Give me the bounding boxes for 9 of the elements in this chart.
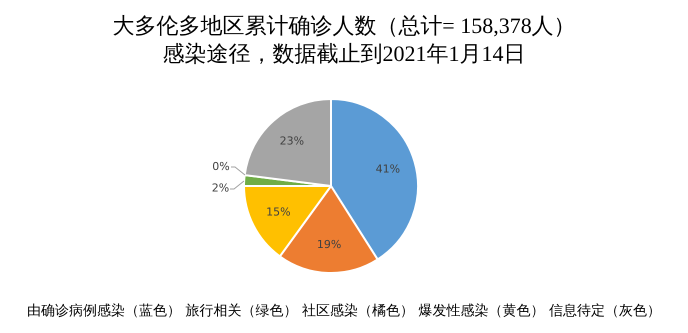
text: 0% (212, 160, 230, 173)
data-label: 41% (376, 162, 400, 176)
chart-title: 大多伦多地区累计确诊人数（总计= 158,378人） (111, 12, 577, 40)
text: 由确诊病例感染（蓝色） 旅行相关（绿色） 社区感染（橘色） 爆发性感染（黄色） 信息待定（灰色） (26, 302, 662, 320)
data-label: 15% (266, 206, 291, 219)
data-label: 19% (316, 238, 342, 251)
data-label: 23% (280, 134, 304, 148)
chart-subtitle: 感染途径，数据截止到2021年1月14日 (162, 40, 526, 68)
data-label: 2% (212, 181, 230, 194)
